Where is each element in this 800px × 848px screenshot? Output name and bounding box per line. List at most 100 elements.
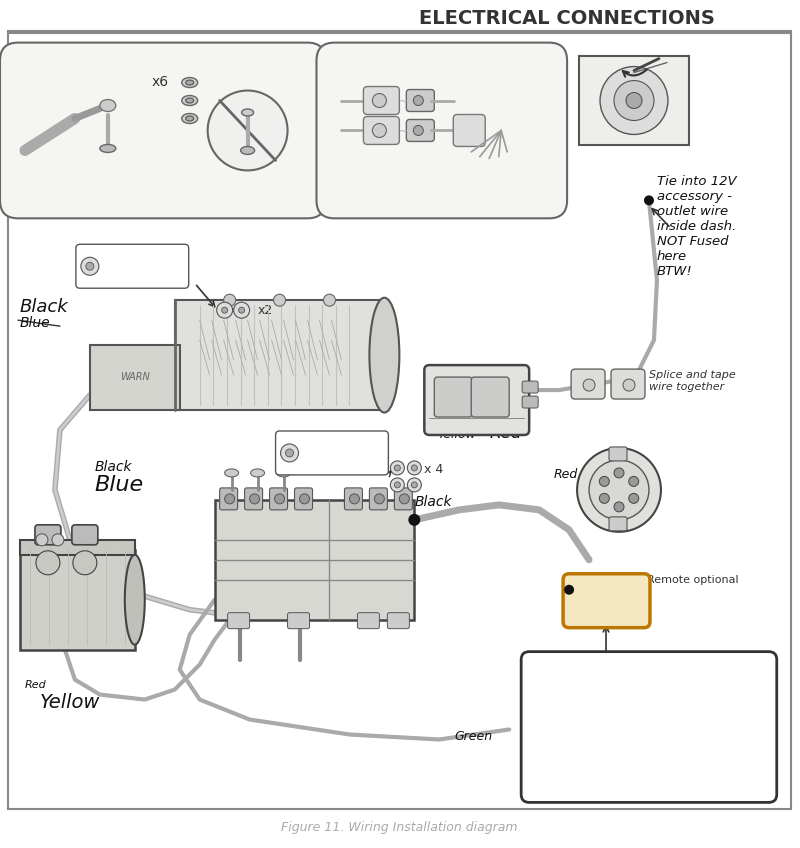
Circle shape	[238, 307, 245, 313]
Text: 40 lb-in: 40 lb-in	[302, 455, 342, 465]
Text: Tie into 12V
accessory -
outlet wire
inside dash.
NOT Fused
here
BTW!: Tie into 12V accessory - outlet wire ins…	[657, 176, 737, 278]
FancyBboxPatch shape	[358, 613, 379, 628]
Ellipse shape	[182, 77, 198, 87]
FancyBboxPatch shape	[287, 613, 310, 628]
FancyBboxPatch shape	[454, 114, 486, 147]
Ellipse shape	[242, 109, 254, 116]
FancyBboxPatch shape	[406, 90, 434, 111]
Circle shape	[250, 494, 259, 504]
Text: Green: Green	[454, 729, 492, 743]
Ellipse shape	[182, 114, 198, 124]
FancyBboxPatch shape	[609, 447, 627, 461]
Ellipse shape	[100, 99, 116, 111]
Text: Splice and tape
wire together: Splice and tape wire together	[649, 370, 736, 392]
Circle shape	[390, 478, 404, 492]
Circle shape	[86, 262, 94, 271]
FancyBboxPatch shape	[611, 369, 645, 399]
Bar	[20, 550, 134, 650]
Text: IN: IN	[486, 393, 495, 402]
Ellipse shape	[370, 298, 399, 412]
Circle shape	[399, 494, 410, 504]
Ellipse shape	[277, 469, 290, 477]
FancyBboxPatch shape	[245, 488, 262, 510]
FancyBboxPatch shape	[76, 244, 189, 288]
FancyBboxPatch shape	[521, 651, 777, 802]
Circle shape	[222, 307, 228, 313]
Text: Wireless
Remote
Receiver: Wireless Remote Receiver	[600, 694, 698, 760]
Text: Yellow: Yellow	[40, 693, 100, 711]
Text: Fuse: Fuse	[588, 592, 626, 610]
Circle shape	[274, 294, 286, 306]
Bar	[579, 56, 689, 146]
Circle shape	[323, 294, 335, 306]
Circle shape	[589, 460, 649, 520]
Circle shape	[407, 461, 422, 475]
Circle shape	[36, 551, 60, 575]
Text: x6: x6	[152, 75, 169, 88]
Circle shape	[599, 494, 610, 504]
Circle shape	[224, 294, 236, 306]
Circle shape	[225, 494, 234, 504]
FancyBboxPatch shape	[522, 396, 538, 408]
FancyBboxPatch shape	[275, 431, 388, 475]
Circle shape	[411, 482, 418, 488]
Circle shape	[36, 534, 48, 546]
FancyBboxPatch shape	[317, 42, 567, 218]
Circle shape	[599, 477, 610, 487]
Circle shape	[644, 195, 654, 205]
FancyBboxPatch shape	[563, 574, 650, 628]
Circle shape	[623, 379, 635, 391]
FancyBboxPatch shape	[522, 381, 538, 393]
Ellipse shape	[186, 80, 194, 85]
Circle shape	[52, 534, 64, 546]
Text: Blue: Blue	[95, 475, 144, 495]
Ellipse shape	[182, 96, 198, 105]
Circle shape	[217, 302, 233, 318]
FancyBboxPatch shape	[394, 488, 412, 510]
Circle shape	[577, 448, 661, 532]
Circle shape	[394, 465, 400, 471]
FancyBboxPatch shape	[294, 488, 313, 510]
Circle shape	[414, 126, 423, 136]
Circle shape	[614, 468, 624, 478]
FancyBboxPatch shape	[228, 613, 250, 628]
FancyBboxPatch shape	[609, 516, 627, 531]
Circle shape	[274, 494, 285, 504]
Circle shape	[600, 67, 668, 135]
Text: Black: Black	[414, 495, 452, 509]
Circle shape	[564, 585, 574, 594]
FancyBboxPatch shape	[370, 488, 387, 510]
Circle shape	[299, 494, 310, 504]
Circle shape	[629, 494, 638, 504]
Circle shape	[414, 96, 423, 105]
Text: 4.5 N-m: 4.5 N-m	[302, 442, 344, 452]
Circle shape	[394, 482, 400, 488]
Ellipse shape	[100, 144, 116, 153]
Circle shape	[629, 477, 638, 487]
Text: ELECTRICAL CONNECTIONS: ELECTRICAL CONNECTIONS	[419, 8, 715, 28]
Ellipse shape	[241, 147, 254, 154]
Circle shape	[407, 478, 422, 492]
Text: 5.7 N-m: 5.7 N-m	[103, 256, 144, 266]
Ellipse shape	[125, 555, 145, 644]
Circle shape	[583, 379, 595, 391]
FancyBboxPatch shape	[72, 525, 98, 544]
Text: −: −	[41, 554, 55, 572]
Text: Red: Red	[25, 679, 46, 689]
Text: Blue: Blue	[20, 316, 50, 330]
Text: Black: Black	[95, 460, 132, 474]
FancyBboxPatch shape	[220, 488, 238, 510]
Circle shape	[73, 551, 97, 575]
Circle shape	[81, 257, 99, 276]
Circle shape	[626, 92, 642, 109]
Circle shape	[411, 465, 418, 471]
FancyBboxPatch shape	[363, 116, 399, 144]
Circle shape	[234, 302, 250, 318]
FancyBboxPatch shape	[471, 377, 509, 417]
Circle shape	[614, 502, 624, 512]
Text: OUT: OUT	[444, 393, 462, 402]
Text: 50 lb-in: 50 lb-in	[103, 268, 142, 278]
Text: Red: Red	[490, 424, 522, 442]
FancyBboxPatch shape	[387, 613, 410, 628]
FancyBboxPatch shape	[363, 86, 399, 114]
